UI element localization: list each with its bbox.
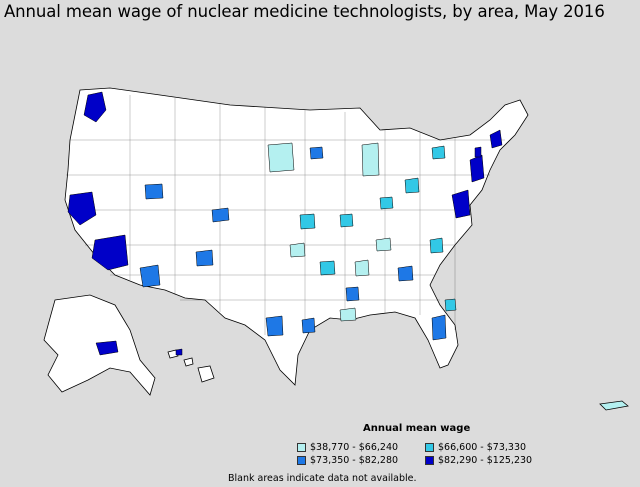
legend-range-mid: $66,600 - $73,330	[438, 442, 527, 453]
legend-range-low: $38,770 - $66,240	[310, 442, 399, 453]
wage-areas-top	[67, 91, 503, 356]
legend-swatch-low	[297, 443, 306, 452]
hawaii-shape	[167, 349, 215, 383]
legend-title: Annual mean wage	[363, 423, 471, 434]
area-boundaries	[66, 95, 505, 335]
contiguous-us-shape	[64, 87, 529, 386]
legend-range-mid-high: $73,350 - $82,280	[310, 455, 399, 466]
wage-areas-low	[267, 142, 392, 322]
legend-swatch-mid	[425, 443, 434, 452]
wage-areas-mid-high	[139, 146, 447, 341]
legend-range-high: $82,290 - $125,230	[438, 455, 533, 466]
wage-areas-mid	[299, 145, 457, 312]
legend-swatch-mid-high	[297, 456, 306, 465]
map-title: Annual mean wage of nuclear medicine tec…	[4, 2, 605, 21]
legend-swatch-high	[425, 456, 434, 465]
legend-item-low: $38,770 - $66,240	[297, 442, 398, 453]
legend-item-mid: $66,600 - $73,330	[425, 442, 526, 453]
legend-item-mid-high: $73,350 - $82,280	[297, 455, 398, 466]
map-footnote: Blank areas indicate data not available.	[228, 473, 417, 484]
puerto-rico-shape	[599, 400, 629, 411]
legend-item-high: $82,290 - $125,230	[425, 455, 532, 466]
